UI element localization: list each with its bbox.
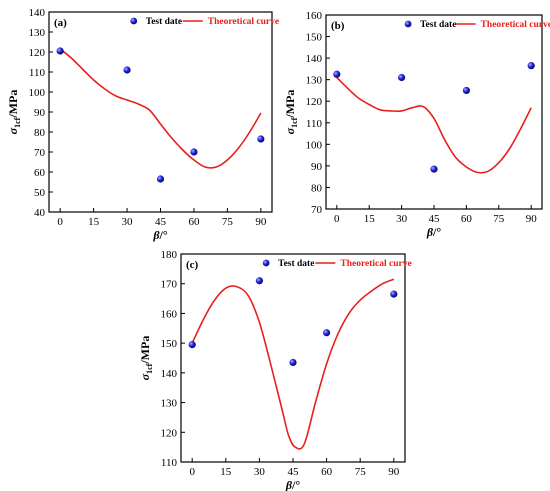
- y-axis-title: σ1cf/MPa: [138, 336, 154, 381]
- x-tick-label: 30: [254, 466, 266, 478]
- test-point: [398, 73, 406, 82]
- y-tick-label: 60: [34, 167, 46, 179]
- plot-frame: [180, 253, 406, 463]
- x-tick-label: 45: [155, 216, 167, 228]
- test-point: [188, 341, 196, 349]
- y-tick-label: 90: [311, 161, 323, 173]
- y-tick-label: 130: [161, 398, 178, 410]
- x-tick-label: 60: [461, 213, 473, 225]
- x-tick-label: 45: [288, 466, 300, 478]
- y-tick-label: 100: [29, 87, 46, 99]
- y-tick-label: 140: [306, 53, 323, 65]
- y-axis-title: σ1cf/MPa: [283, 90, 299, 135]
- x-tick-label: 60: [188, 216, 200, 228]
- theoretical-curve: [336, 76, 532, 174]
- test-point: [289, 358, 297, 367]
- legend-label-curve: Theoretical curve: [208, 17, 279, 27]
- x-tick-label: 75: [493, 213, 505, 225]
- legend-label-test: Test date: [146, 17, 182, 27]
- y-tick-label: 130: [29, 27, 46, 39]
- y-tick-label: 40: [34, 207, 46, 219]
- legend-label-curve: Theoretical curve: [481, 20, 550, 30]
- legend-marker-test: [262, 259, 270, 267]
- chart-panel-3: 0 15 30 45 60 75 90 110 120 130 140 150 160 170 180 (c)…: [138, 249, 412, 491]
- y-tick-label: 110: [29, 67, 46, 79]
- y-tick-label: 70: [34, 147, 46, 159]
- y-tick-label: 80: [311, 182, 323, 194]
- test-point: [257, 135, 265, 143]
- x-tick-label: 30: [396, 213, 408, 225]
- test-point: [462, 86, 470, 95]
- y-tick-label: 180: [161, 249, 178, 261]
- x-tick-label: 15: [220, 466, 232, 478]
- x-tick-label: 75: [222, 216, 234, 228]
- y-tick-label: 70: [311, 204, 323, 216]
- legend-marker-test: [404, 20, 412, 28]
- y-tick-label: 80: [34, 127, 46, 139]
- x-tick-label: 90: [388, 466, 400, 478]
- y-tick-label: 120: [161, 427, 178, 439]
- plot-frame: [325, 14, 543, 210]
- test-point: [430, 165, 438, 173]
- x-tick-label: 0: [189, 466, 195, 478]
- legend-label-test: Test date: [278, 259, 314, 269]
- x-tick-label: 15: [364, 213, 376, 225]
- panel-label: (c): [186, 259, 199, 271]
- y-tick-label: 150: [306, 32, 323, 44]
- test-point: [56, 47, 64, 55]
- y-axis-title: σ1cf/MPa: [6, 90, 22, 135]
- theoretical-curve: [191, 278, 395, 450]
- legend-label-curve: Theoretical curve: [340, 259, 411, 269]
- chart-panel-1: 0 15 30 45 60 75 90 40 50 60 70 80 90 100 110 120 130 140…: [6, 7, 279, 242]
- test-point: [390, 290, 398, 298]
- x-axis-title: β/°: [152, 228, 167, 242]
- test-point: [323, 329, 331, 337]
- test-point: [156, 175, 165, 183]
- x-axis-title: β/°: [285, 478, 300, 491]
- y-tick-label: 50: [34, 187, 46, 199]
- y-tick-label: 120: [29, 47, 46, 59]
- chart-panel-2: 0 15 30 45 60 75 90 70 80 90 100 110 120 130 140 150 160…: [283, 10, 550, 239]
- legend: Test date Theoretical curve: [262, 259, 412, 269]
- x-tick-label: 15: [88, 216, 100, 228]
- panel-label: (b): [331, 20, 345, 32]
- test-point: [255, 277, 263, 285]
- test-point: [190, 148, 198, 156]
- legend: Test date Theoretical curve: [130, 17, 279, 27]
- x-tick-label: 45: [429, 213, 441, 225]
- y-tick-label: 160: [161, 308, 178, 320]
- y-tick-label: 90: [34, 107, 46, 119]
- legend: Test date Theoretical curve: [404, 20, 550, 30]
- y-tick-label: 110: [161, 457, 178, 469]
- test-point: [527, 62, 535, 70]
- y-tick-label: 120: [306, 96, 323, 108]
- x-tick-label: 30: [122, 216, 134, 228]
- panel-label: (a): [54, 17, 67, 29]
- x-tick-label: 0: [334, 213, 340, 225]
- x-tick-label: 90: [526, 213, 538, 225]
- y-tick-label: 160: [306, 10, 323, 22]
- x-tick-label: 60: [321, 466, 333, 478]
- theoretical-curve: [59, 48, 262, 169]
- y-tick-label: 150: [161, 338, 178, 350]
- y-tick-label: 100: [306, 139, 323, 151]
- y-tick-label: 110: [306, 118, 323, 130]
- x-tick-label: 90: [255, 216, 267, 228]
- test-point: [123, 66, 131, 74]
- x-tick-label: 75: [355, 466, 367, 478]
- y-tick-label: 140: [161, 368, 178, 380]
- y-tick-label: 170: [161, 279, 178, 291]
- legend-marker-test: [130, 17, 138, 25]
- y-tick-label: 140: [29, 7, 46, 19]
- y-tick-label: 130: [306, 75, 323, 87]
- x-tick-label: 0: [57, 216, 63, 228]
- test-point: [333, 70, 341, 78]
- legend-label-test: Test date: [420, 20, 456, 30]
- x-axis-title: β/°: [426, 225, 441, 239]
